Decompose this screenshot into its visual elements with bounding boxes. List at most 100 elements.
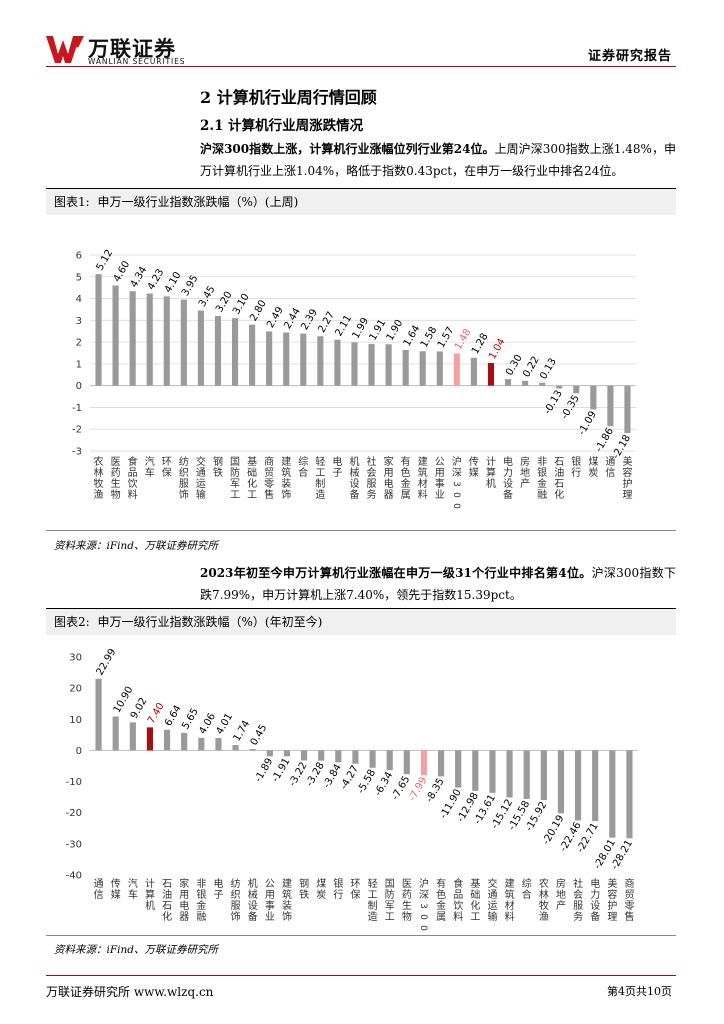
c1-bar [351, 342, 358, 386]
paragraph-weekly-lead: 沪深300指数上涨，计算机行业涨幅位列行业第24位。 [200, 142, 495, 156]
c1-category-char: 械 [349, 466, 359, 479]
c1-category-char: 服 [367, 478, 377, 490]
c2-category-char: 商 [624, 877, 634, 890]
c2-category-char: 产 [556, 899, 566, 912]
c2-value-label: 0.45 [249, 723, 270, 748]
logo-text-cn: 万联证券 [88, 37, 176, 61]
c1-category-label: 综合 [298, 455, 308, 479]
c2-category-char: 保 [350, 888, 360, 901]
c2-category-char: 化 [470, 899, 480, 912]
c2-category-char: 医 [402, 878, 412, 890]
c1-category-char: 筑 [418, 466, 428, 479]
c2-category-char: 制 [368, 899, 378, 912]
c1-category-char: 品 [128, 467, 138, 479]
c1-category-char: 渔 [94, 489, 104, 501]
c2-value-label: 4.06 [197, 712, 218, 737]
c2-category-char: 工 [368, 890, 378, 901]
c1-bar [504, 379, 512, 386]
c2-category-char: 筑 [282, 888, 292, 901]
c1-category-label: 沪深 3 0 0 [451, 455, 462, 509]
c1-category-char: 基 [247, 455, 257, 468]
c2-category-char: 料 [505, 910, 515, 923]
c1-category-char: 行 [571, 466, 581, 479]
c1-category-char: 通 [605, 456, 615, 468]
c1-category-char: 化 [247, 477, 257, 490]
c2-category-char: 备 [248, 910, 258, 923]
c1-category-char: 制 [315, 477, 325, 490]
c2-category-char: 事 [265, 899, 275, 912]
c1-category-char: 贸 [264, 467, 274, 479]
c2-bar [335, 750, 342, 763]
c1-y-tick-label: 4 [76, 294, 82, 305]
c2-category-char: 轻 [368, 877, 378, 890]
c1-category-char: 电 [384, 477, 394, 490]
c1-bar [197, 310, 204, 386]
c2-category-char: 饰 [282, 910, 292, 923]
logo-w-icon [46, 36, 84, 63]
c1-category-char: 务 [367, 488, 377, 501]
c2-category-char: 设 [248, 900, 258, 912]
c1-category-char: 材 [418, 477, 428, 490]
c2-category-char: 国 [385, 878, 395, 890]
c1-bar [249, 324, 256, 386]
c2-y-tick-label: -40 [66, 871, 82, 882]
c2-bar [198, 737, 205, 751]
c1-category-char: 生 [111, 477, 121, 490]
c2-category-char: 交 [487, 877, 497, 890]
c2-category-char: 运 [487, 900, 497, 912]
c1-category-char: 煤 [588, 455, 598, 468]
c2-bar [626, 750, 633, 839]
c2-bar [95, 678, 102, 751]
c2-category-char: 电 [179, 899, 189, 912]
c1-category-char: 物 [111, 488, 121, 501]
c2-category-char: 基 [470, 877, 480, 890]
c2-bar [489, 750, 496, 793]
c2-category-char: 售 [624, 910, 634, 923]
figure1-source: 资料来源：iFind、万联证券研究所 [54, 540, 218, 552]
c2-category-char: 林 [539, 888, 549, 901]
c2-bar [523, 750, 530, 799]
c2-category-char: 信 [94, 889, 104, 901]
c2-category-char: 输 [487, 910, 497, 923]
c1-bar [385, 344, 392, 386]
c1-category-char: 设 [503, 478, 513, 490]
c2-category-char: 行 [333, 888, 343, 901]
c1-category-char: 银 [571, 455, 581, 468]
c1-category-char: 料 [128, 488, 138, 501]
c1-bar [402, 349, 409, 386]
c1-value-label: 1.90 [385, 318, 406, 343]
c1-bar [180, 299, 187, 386]
c1-category-char: 零 [264, 478, 274, 490]
c1-value-label: -1.86 [594, 426, 616, 454]
c2-category-char: 用 [265, 890, 275, 901]
c2-category-char: 渔 [539, 911, 549, 923]
c2-category-char: 深 [419, 889, 429, 901]
c1-category-char: 子 [332, 467, 342, 479]
c1-category-label: 计算机 [486, 455, 496, 490]
c1-category-char: 机 [349, 455, 359, 468]
c1-bar [436, 351, 443, 386]
c2-y-tick-label: 10 [69, 715, 82, 726]
c2-bar [455, 750, 462, 788]
c1-category-char: 业 [435, 489, 445, 501]
c2-value-label: 5.65 [180, 707, 201, 732]
c1-bar [146, 293, 153, 386]
c2-y-tick-label: -20 [66, 808, 82, 819]
c1-category-char: 设 [349, 478, 359, 490]
c2-category-label: 环保 [350, 879, 360, 901]
c1-category-char: 地 [520, 466, 530, 479]
c1-bar [163, 296, 170, 386]
c2-category-char: 织 [231, 889, 241, 901]
c1-category-char: 服 [179, 478, 189, 490]
c1-bar [590, 385, 597, 410]
c1-category-char: 备 [503, 488, 513, 501]
c1-y-tick-label: 5 [76, 272, 82, 283]
c2-bar [232, 745, 239, 751]
